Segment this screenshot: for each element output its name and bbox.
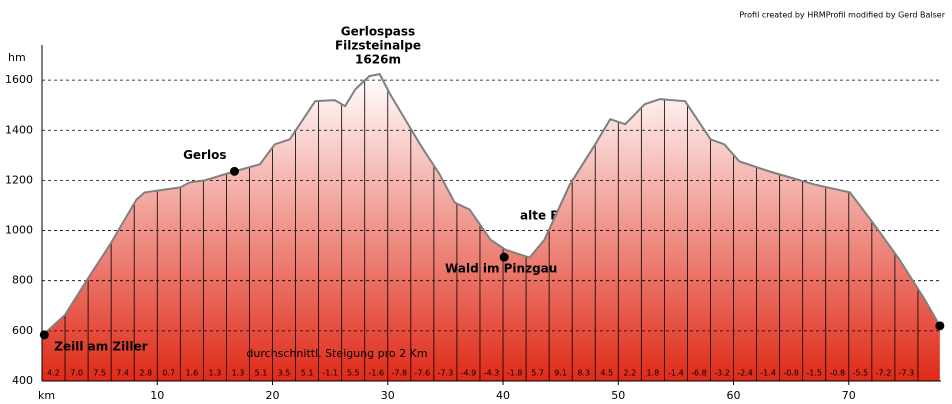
gradient-label: 4.5 bbox=[600, 369, 613, 378]
gradient-label: -7.3 bbox=[438, 369, 454, 378]
gradient-label: 0.7 bbox=[162, 369, 175, 378]
y-tick-label: 400 bbox=[12, 374, 33, 387]
summit-label: 1626m bbox=[355, 53, 401, 67]
gradient-label: 7.4 bbox=[116, 369, 129, 378]
gradient-label: -1.4 bbox=[668, 369, 684, 378]
place-label: Wald im Pinzgau bbox=[445, 262, 557, 276]
gradient-label: 8.3 bbox=[577, 369, 590, 378]
y-tick-label: 1400 bbox=[5, 123, 33, 136]
gradient-label: 1.8 bbox=[646, 369, 659, 378]
gradient-label: -1.1 bbox=[322, 369, 338, 378]
gradient-label: -4.9 bbox=[461, 369, 477, 378]
place-marker bbox=[499, 252, 509, 262]
gradient-label: -7.3 bbox=[899, 369, 915, 378]
x-tick-label: 40 bbox=[496, 389, 510, 402]
y-tick-label: 800 bbox=[12, 274, 33, 287]
gradient-label: 9.1 bbox=[554, 369, 567, 378]
gradient-label: -0.8 bbox=[829, 369, 845, 378]
gradient-label: -7.2 bbox=[876, 369, 892, 378]
gradient-label: 2.8 bbox=[139, 369, 152, 378]
gradient-label: -6.8 bbox=[691, 369, 707, 378]
place-marker bbox=[229, 166, 239, 176]
area bbox=[42, 74, 940, 381]
gradient-label: -1.6 bbox=[368, 369, 384, 378]
gradient-label: 4.2 bbox=[47, 369, 60, 378]
y-tick-label: 600 bbox=[12, 324, 33, 337]
gradient-label: -1.4 bbox=[760, 369, 776, 378]
summit-label: Filzsteinalpe bbox=[335, 39, 421, 53]
gradient-label: -3.2 bbox=[714, 369, 730, 378]
gradient-label: 5.1 bbox=[255, 369, 268, 378]
gradient-label: -7.6 bbox=[415, 369, 431, 378]
place-marker bbox=[39, 330, 49, 340]
place-marker bbox=[935, 321, 945, 331]
gradient-label: -0.8 bbox=[783, 369, 799, 378]
gradient-label: -1.5 bbox=[806, 369, 822, 378]
gradient-label: -1.8 bbox=[507, 369, 523, 378]
x-tick-label: 10 bbox=[150, 389, 164, 402]
x-tick-label: 20 bbox=[266, 389, 280, 402]
summit-label: Gerlospass bbox=[341, 25, 415, 39]
gradient-label: -2.4 bbox=[737, 369, 753, 378]
y-axis-label: hm bbox=[8, 51, 26, 64]
credit: Profil created by HRMProfil modified by … bbox=[739, 11, 945, 20]
y-tick-label: 1000 bbox=[5, 224, 33, 237]
x-tick-label: 60 bbox=[727, 389, 741, 402]
x-axis-label: km bbox=[38, 389, 55, 402]
x-tick-label: 30 bbox=[381, 389, 395, 402]
gradient-label: -5.5 bbox=[853, 369, 869, 378]
x-tick-label: 50 bbox=[611, 389, 625, 402]
gradient-label: -4.3 bbox=[484, 369, 500, 378]
place-label: Gerlos bbox=[183, 148, 226, 162]
gradient-label: 1.6 bbox=[185, 369, 198, 378]
y-tick-label: 1600 bbox=[5, 73, 33, 86]
gradient-label: 1.3 bbox=[209, 369, 222, 378]
y-tick-label: 1200 bbox=[5, 173, 33, 186]
x-tick-label: 70 bbox=[842, 389, 856, 402]
gradient-label: 5.1 bbox=[301, 369, 314, 378]
profile-line bbox=[41, 72, 941, 337]
gradient-label: 1.3 bbox=[232, 369, 245, 378]
gradient-label: 5.7 bbox=[531, 369, 544, 378]
gradient-label: 7.0 bbox=[70, 369, 83, 378]
gradient-label: 3.5 bbox=[278, 369, 291, 378]
place-label: Zeill am Ziller bbox=[54, 339, 147, 353]
gradient-label: 5.5 bbox=[347, 369, 360, 378]
note: durchschnittl. Steigung pro 2 Km bbox=[246, 347, 427, 360]
gradient-label: 7.5 bbox=[93, 369, 106, 378]
gradient-label: -7.8 bbox=[391, 369, 407, 378]
gradient-label: 2.2 bbox=[623, 369, 636, 378]
